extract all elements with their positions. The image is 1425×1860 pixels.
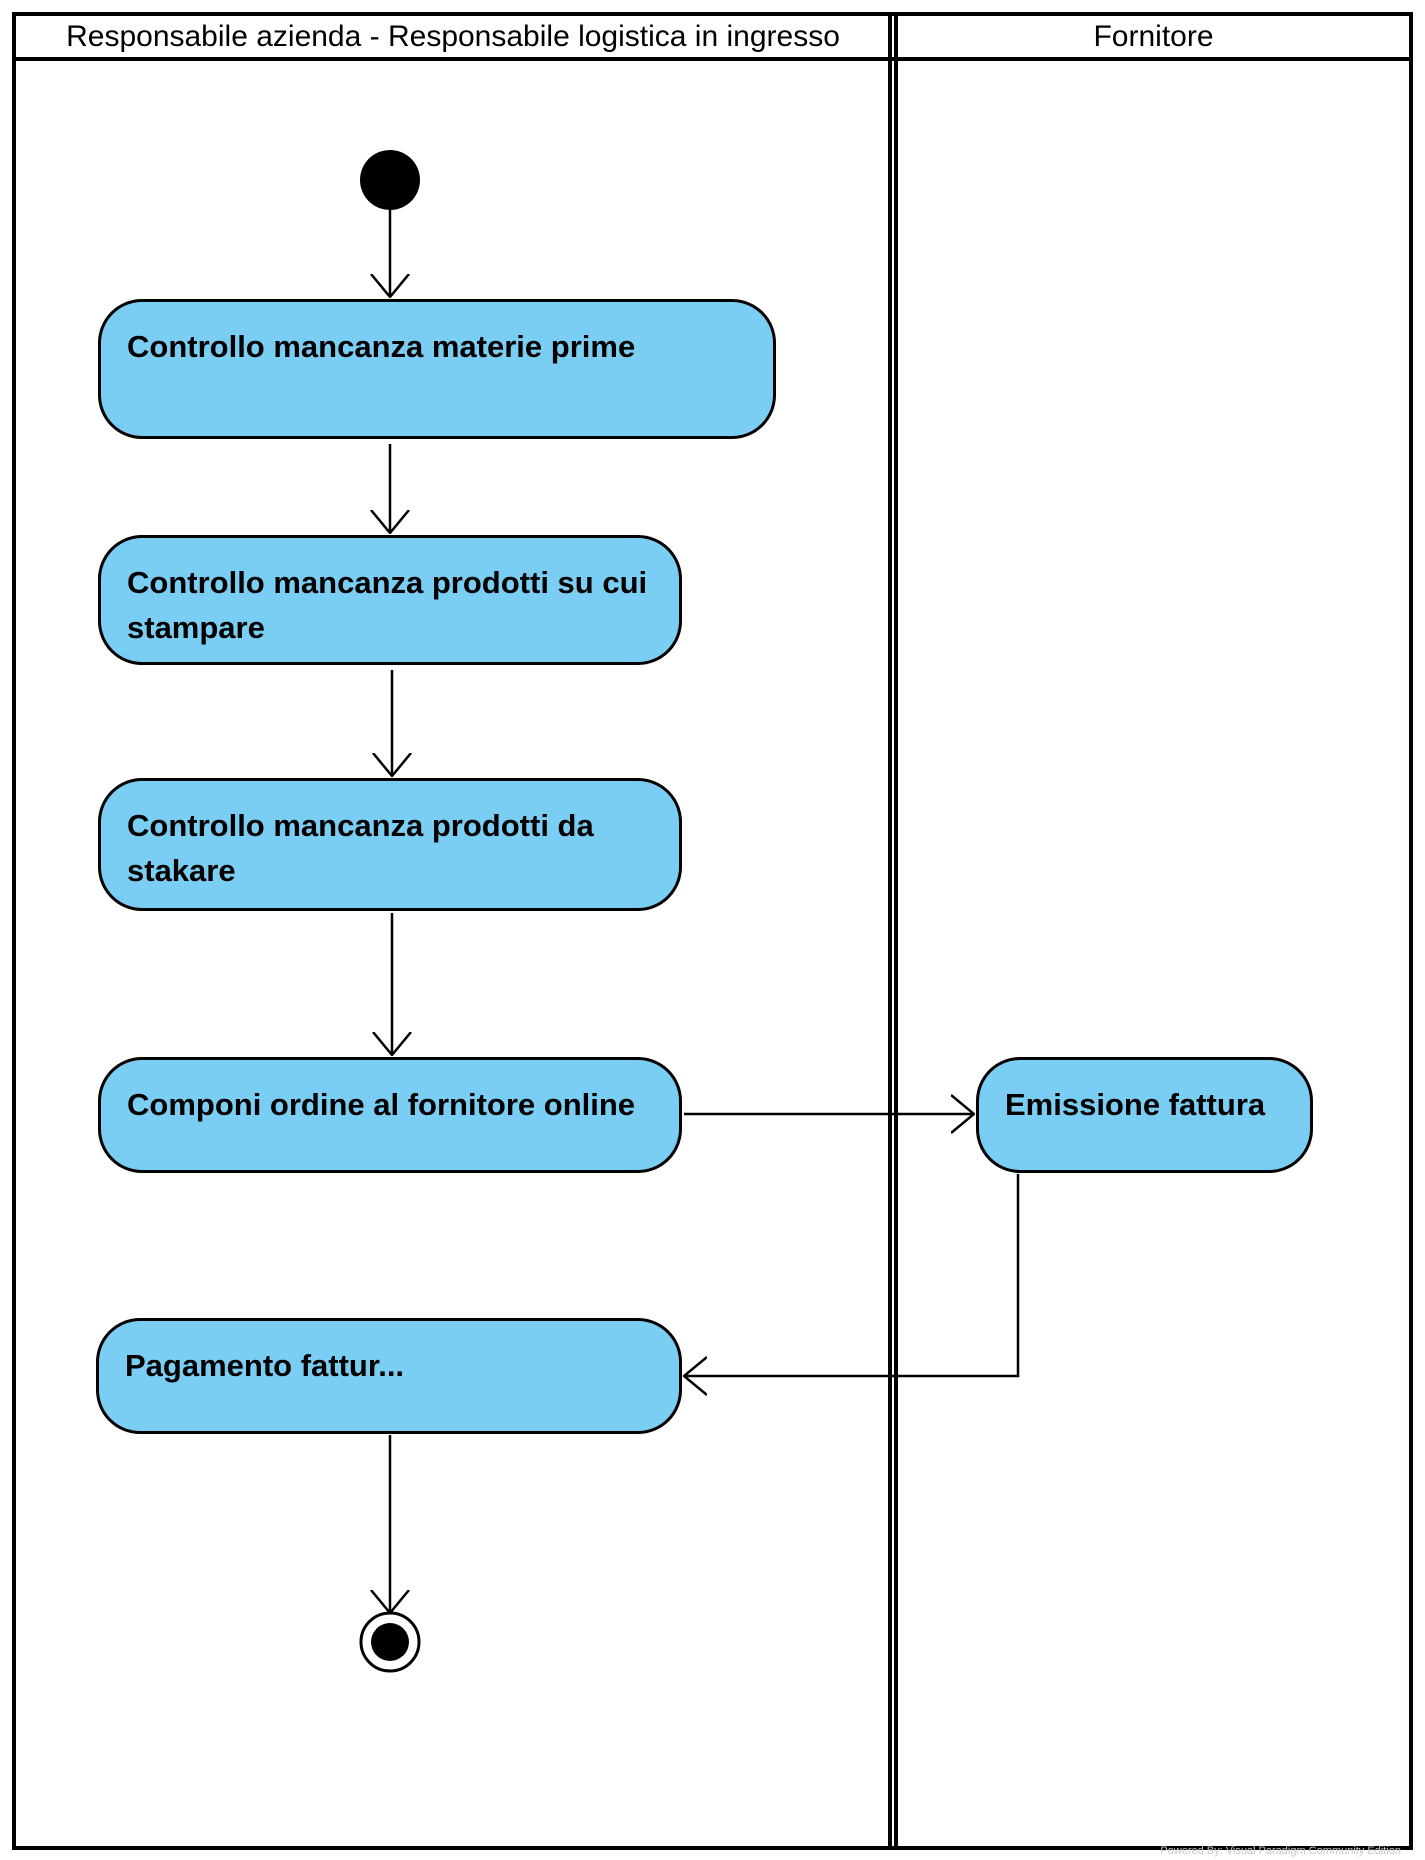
activity-final-node[interactable] <box>359 1611 421 1673</box>
action-componi-ordine[interactable]: Componi ordine al fornitore online <box>98 1057 682 1173</box>
lane-title-fornitore: Fornitore <box>1093 20 1214 53</box>
action-controllo-prodotti-stakare[interactable]: Controllo mancanza prodotti da stakare <box>98 778 682 911</box>
action-controllo-prodotti-stampare[interactable]: Controllo mancanza prodotti su cui stamp… <box>98 535 682 665</box>
initial-node[interactable] <box>360 150 420 210</box>
flow-fattura-to-pagamento[interactable] <box>684 1174 1020 1376</box>
action-emissione-fattura[interactable]: Emissione fattura <box>976 1057 1313 1173</box>
action-controllo-materie-prime[interactable]: Controllo mancanza materie prime <box>98 299 776 439</box>
action-pagamento-fattura[interactable]: Pagamento fattur... <box>96 1318 682 1434</box>
watermark-text: Powered By: Visual Paradigm Community Ed… <box>1160 1845 1401 1857</box>
lane-title-responsabile: Responsabile azienda - Responsabile logi… <box>66 20 840 53</box>
swimlane-frame <box>12 12 1413 1850</box>
